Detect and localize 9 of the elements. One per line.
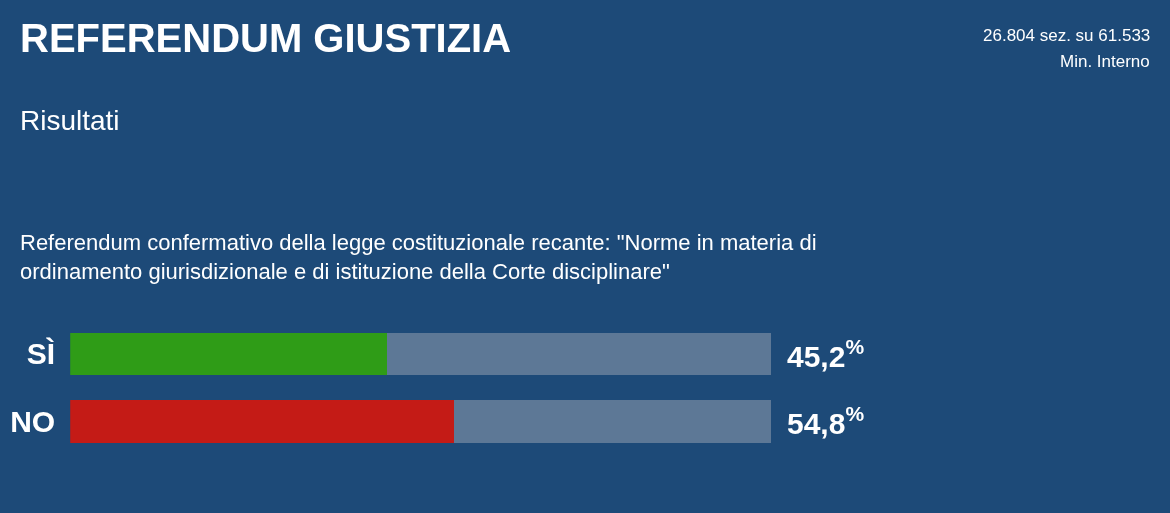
y-tick-label: NO (10, 404, 56, 438)
y-tick-label: SÌ (26, 337, 56, 371)
text: 26.804 sez. su 61.533 (983, 26, 1151, 45)
data-label: 54,8$^{%}$ (787, 402, 865, 440)
chart-title: REFERENDUM GIUSTIZIA (20, 16, 512, 60)
text: Min. Interno (1060, 52, 1150, 71)
chart-subtitle: Risultati (20, 105, 120, 136)
text: Referendum confermativo della legge costituzionale recante: "Norme in materia di ordinamento giurisdizionale e di istituzione della Corte disciplinare" (20, 230, 817, 284)
data-label: 45,2$^{%}$ (787, 335, 865, 373)
